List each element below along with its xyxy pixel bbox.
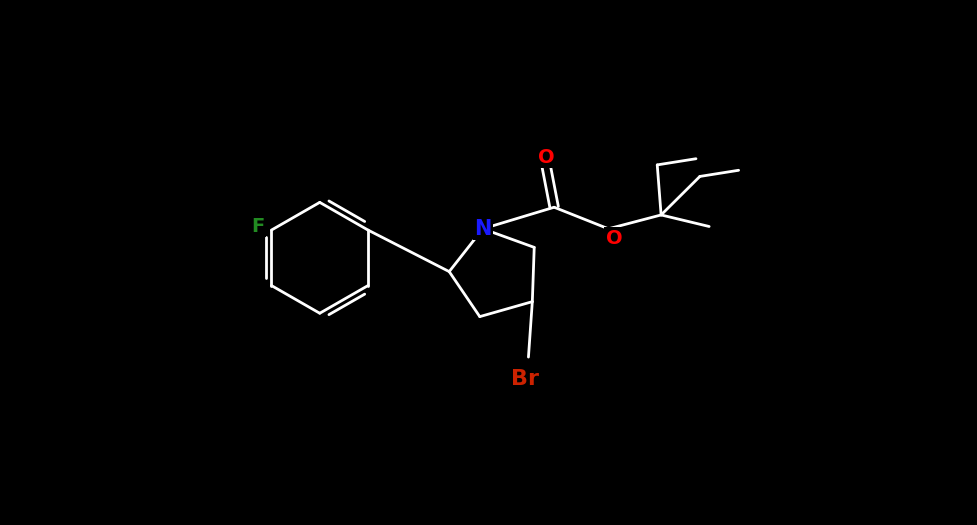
Text: Br: Br xyxy=(511,369,538,388)
Text: F: F xyxy=(251,217,264,236)
Text: N: N xyxy=(474,219,491,239)
Text: O: O xyxy=(538,148,555,167)
Text: O: O xyxy=(606,228,622,248)
